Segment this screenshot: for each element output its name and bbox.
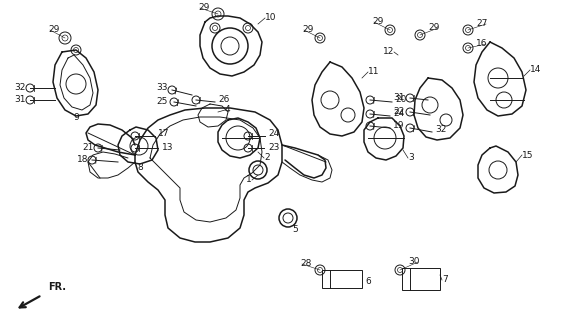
Text: 29: 29 bbox=[303, 26, 314, 35]
Text: 30: 30 bbox=[408, 258, 419, 267]
Text: 29: 29 bbox=[198, 4, 210, 12]
Text: 26: 26 bbox=[218, 95, 229, 105]
Text: 18: 18 bbox=[77, 156, 88, 164]
Text: 22: 22 bbox=[394, 108, 405, 116]
Text: 25: 25 bbox=[157, 98, 168, 107]
Text: 20: 20 bbox=[395, 95, 407, 105]
Text: 23: 23 bbox=[268, 143, 280, 153]
Text: 9: 9 bbox=[73, 114, 79, 123]
Text: 31: 31 bbox=[393, 93, 405, 102]
Text: 7: 7 bbox=[442, 276, 448, 284]
Text: 16: 16 bbox=[476, 39, 488, 49]
Text: 12: 12 bbox=[383, 47, 394, 57]
Text: 17: 17 bbox=[158, 130, 169, 139]
Text: 8: 8 bbox=[137, 164, 143, 172]
Text: 2: 2 bbox=[264, 154, 270, 163]
Bar bbox=[322, 270, 362, 288]
Text: 21: 21 bbox=[82, 143, 94, 153]
Text: 29: 29 bbox=[49, 26, 60, 35]
Text: 6: 6 bbox=[365, 277, 371, 286]
Text: 31: 31 bbox=[14, 95, 26, 105]
Text: 11: 11 bbox=[368, 68, 379, 76]
Bar bbox=[402, 268, 440, 290]
Text: FR.: FR. bbox=[48, 282, 66, 292]
Text: 14: 14 bbox=[530, 66, 541, 75]
Text: 29: 29 bbox=[372, 18, 384, 27]
Text: 15: 15 bbox=[522, 150, 534, 159]
Text: 28: 28 bbox=[300, 260, 312, 268]
Text: 32: 32 bbox=[14, 84, 26, 92]
Text: 27: 27 bbox=[476, 20, 487, 28]
Text: 33: 33 bbox=[157, 84, 168, 92]
Text: 10: 10 bbox=[265, 13, 277, 22]
Text: 5: 5 bbox=[292, 226, 298, 235]
Text: 1: 1 bbox=[246, 175, 252, 185]
Text: 32: 32 bbox=[435, 125, 447, 134]
Text: 24: 24 bbox=[393, 109, 404, 118]
Text: 19: 19 bbox=[393, 122, 404, 131]
Text: 3: 3 bbox=[408, 154, 414, 163]
Text: 4: 4 bbox=[225, 106, 231, 115]
Text: 13: 13 bbox=[162, 143, 173, 153]
Text: 29: 29 bbox=[428, 23, 440, 33]
Text: 24: 24 bbox=[268, 130, 279, 139]
